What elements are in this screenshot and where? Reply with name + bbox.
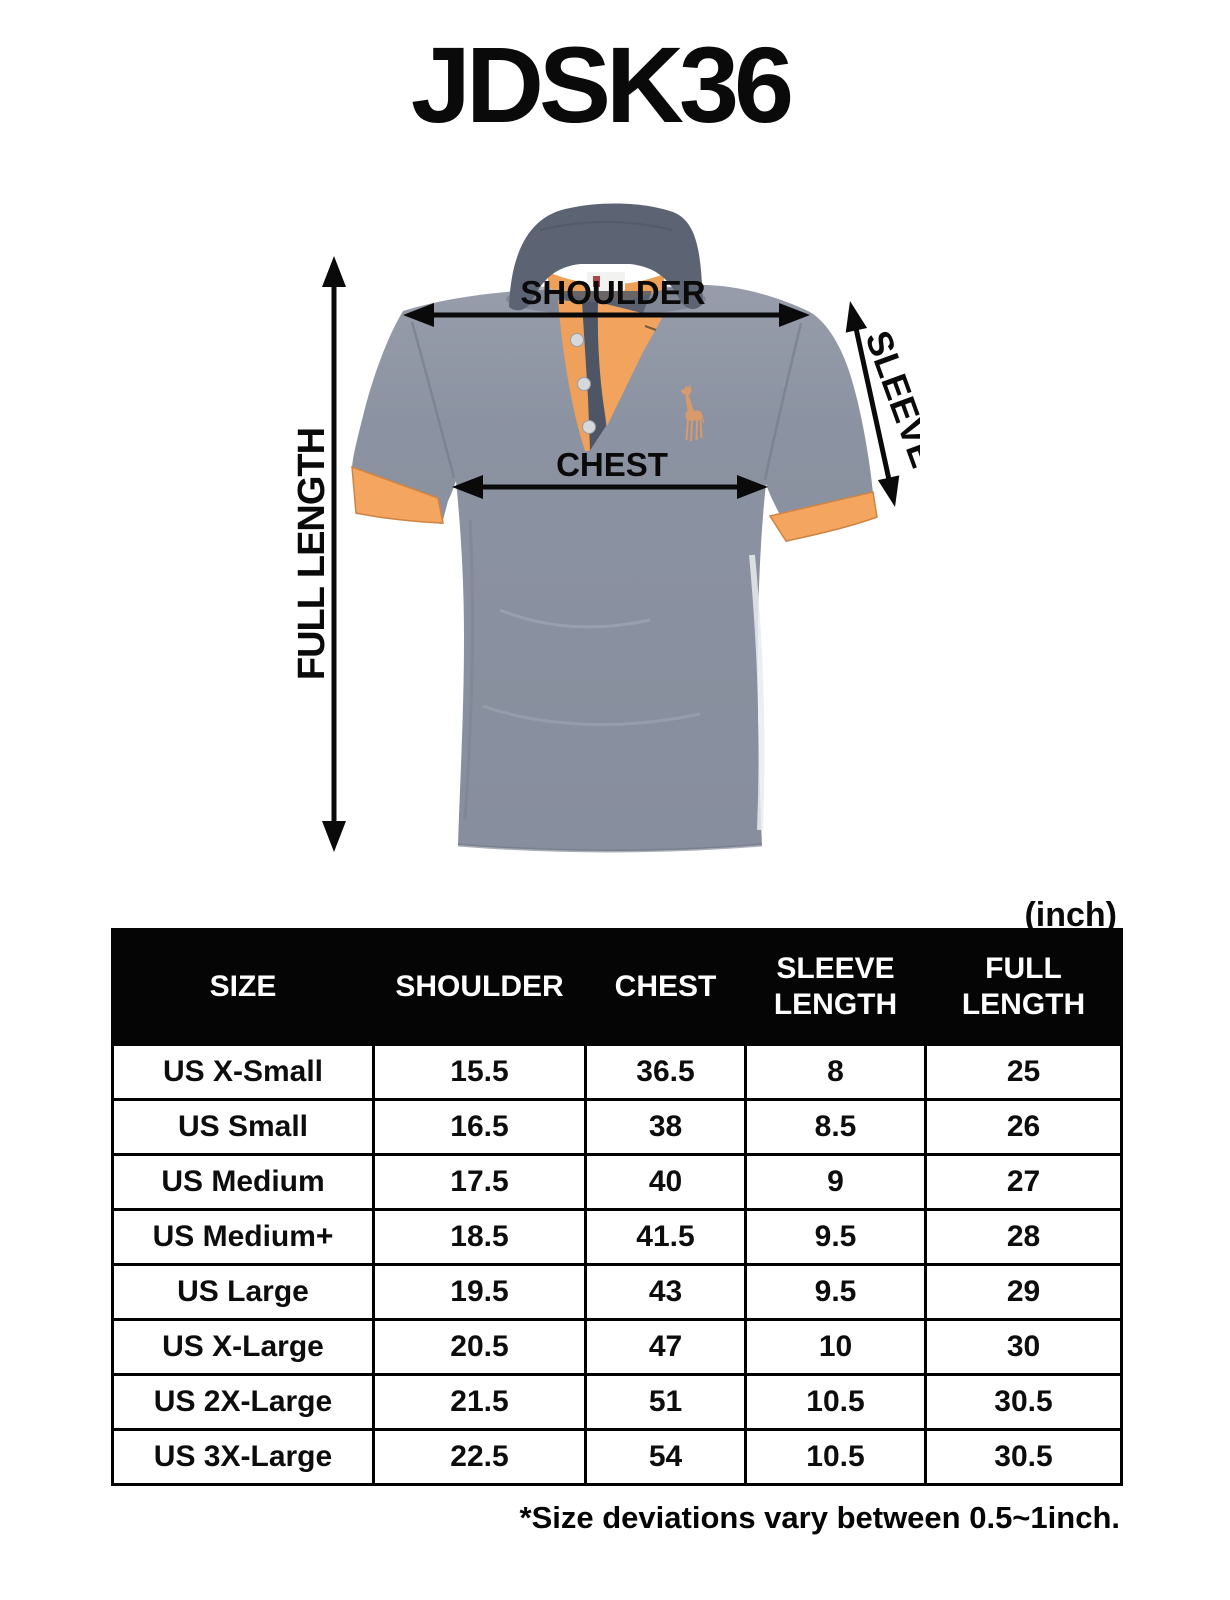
full-length-measure: FULL LENGTH xyxy=(291,256,346,852)
arrowhead-left xyxy=(452,475,483,499)
table-row: US Medium+ 18.5 41.5 9.5 28 xyxy=(111,1208,1123,1266)
arrowhead-left xyxy=(403,303,434,327)
right-cuff-trim xyxy=(768,491,878,542)
wrinkle-2 xyxy=(482,704,701,726)
button-3 xyxy=(582,420,596,434)
arrowhead-top xyxy=(322,256,346,287)
wrinkle-1 xyxy=(499,608,651,629)
size-cell: US X-Small xyxy=(111,1043,375,1101)
button-1 xyxy=(570,333,584,347)
sleeve-length-cell: 10.5 xyxy=(744,1373,927,1431)
table-row: US 3X-Large 22.5 54 10.5 30.5 xyxy=(111,1428,1123,1486)
col-header-full-length: FULL LENGTH xyxy=(924,928,1123,1046)
chest-cell: 43 xyxy=(584,1263,747,1321)
size-cell: US 3X-Large xyxy=(111,1428,375,1486)
size-cell: US Large xyxy=(111,1263,375,1321)
table-row: US Small 16.5 38 8.5 26 xyxy=(111,1098,1123,1156)
shoulder-cell: 22.5 xyxy=(372,1428,587,1486)
sleeve-length-cell: 10 xyxy=(744,1318,927,1376)
full-length-cell: 25 xyxy=(924,1043,1123,1101)
size-diagram: SHOULDER CHEST FULL LENGTH SLEEVE xyxy=(291,203,920,853)
chest-cell: 38 xyxy=(584,1098,747,1156)
left-cuff-trim xyxy=(351,465,444,524)
sleeve-length-cell: 9 xyxy=(744,1153,927,1211)
arrowhead-bottom xyxy=(877,475,900,507)
collar-fold-line xyxy=(539,221,673,231)
chest-cell: 51 xyxy=(584,1373,747,1431)
shoulder-label: SHOULDER xyxy=(520,274,705,311)
arrowhead-top xyxy=(845,301,868,333)
right-sleeve-seam xyxy=(763,322,803,481)
hem-line xyxy=(457,843,763,853)
arrowhead-right xyxy=(737,475,768,499)
giraffe-logo-icon xyxy=(680,385,705,442)
shoulder-cell: 15.5 xyxy=(372,1043,587,1101)
unit-label: (inch) xyxy=(1024,896,1117,934)
size-deviation-note: *Size deviations vary between 0.5~1inch. xyxy=(519,1500,1120,1535)
shoulder-cell: 18.5 xyxy=(372,1208,587,1266)
chest-cell: 41.5 xyxy=(584,1208,747,1266)
chest-cell: 54 xyxy=(584,1428,747,1486)
col-header-chest: CHEST xyxy=(584,928,747,1046)
col-header-shoulder: SHOULDER xyxy=(372,928,587,1046)
chest-measure: CHEST xyxy=(452,446,768,499)
table-row: US X-Large 20.5 47 10 30 xyxy=(111,1318,1123,1376)
placket-right-facing xyxy=(597,302,662,426)
chest-cell: 36.5 xyxy=(584,1043,747,1101)
full-length-cell: 29 xyxy=(924,1263,1123,1321)
table-row: US 2X-Large 21.5 51 10.5 30.5 xyxy=(111,1373,1123,1431)
full-length-label: FULL LENGTH xyxy=(291,428,333,680)
polo-shirt-illustration xyxy=(351,203,878,853)
full-length-cell: 27 xyxy=(924,1153,1123,1211)
full-length-cell: 30.5 xyxy=(924,1373,1123,1431)
full-length-cell: 30.5 xyxy=(924,1428,1123,1486)
table-row: US Large 19.5 43 9.5 29 xyxy=(111,1263,1123,1321)
chest-label: CHEST xyxy=(556,446,668,483)
buttonhole xyxy=(644,325,657,331)
size-cell: US 2X-Large xyxy=(111,1373,375,1431)
chest-cell: 40 xyxy=(584,1153,747,1211)
col-header-size: SIZE xyxy=(111,928,375,1046)
table-row: US X-Small 15.5 36.5 8 25 xyxy=(111,1043,1123,1101)
shoulder-cell: 21.5 xyxy=(372,1373,587,1431)
size-table: SIZE SHOULDER CHEST SLEEVE LENGTH FULL L… xyxy=(111,928,1123,1486)
size-cell: US Medium+ xyxy=(111,1208,375,1266)
neck-label-logo xyxy=(593,276,600,287)
sleeve-length-cell: 9.5 xyxy=(744,1263,927,1321)
shoulder-cell: 16.5 xyxy=(372,1098,587,1156)
arrowhead-right xyxy=(779,303,810,327)
size-cell: US Medium xyxy=(111,1153,375,1211)
fold-highlight-right xyxy=(749,554,765,831)
sleeve-length-cell: 10.5 xyxy=(744,1428,927,1486)
sleeve-length-cell: 9.5 xyxy=(744,1208,927,1266)
table-row: US Medium 17.5 40 9 27 xyxy=(111,1153,1123,1211)
shoulder-cell: 19.5 xyxy=(372,1263,587,1321)
chest-cell: 47 xyxy=(584,1318,747,1376)
left-sleeve-seam xyxy=(410,321,456,479)
col-header-sleeve-length: SLEEVE LENGTH xyxy=(744,928,927,1046)
sleeve-length-cell: 8.5 xyxy=(744,1098,927,1156)
arrowhead-bottom xyxy=(322,821,346,852)
page-title: JDSK36 xyxy=(410,24,794,145)
fold-shadow-left xyxy=(463,519,474,821)
shirt-body xyxy=(352,284,877,851)
full-length-cell: 26 xyxy=(924,1098,1123,1156)
sleeve-length-cell: 8 xyxy=(744,1043,927,1101)
full-length-cell: 30 xyxy=(924,1318,1123,1376)
shoulder-measure: SHOULDER xyxy=(403,274,810,327)
collar xyxy=(509,203,703,311)
size-cell: US X-Large xyxy=(111,1318,375,1376)
shoulder-cell: 17.5 xyxy=(372,1153,587,1211)
shoulder-cell: 20.5 xyxy=(372,1318,587,1376)
size-table-header-row: SIZE SHOULDER CHEST SLEEVE LENGTH FULL L… xyxy=(111,928,1123,1046)
size-cell: US Small xyxy=(111,1098,375,1156)
full-length-cell: 28 xyxy=(924,1208,1123,1266)
button-2 xyxy=(577,377,591,391)
